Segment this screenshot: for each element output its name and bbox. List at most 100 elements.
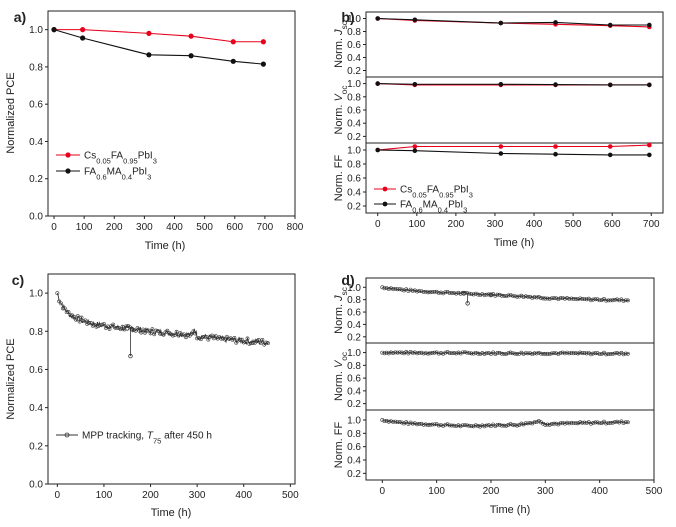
data-point <box>536 295 541 299</box>
data-point <box>506 422 511 427</box>
data-point <box>523 421 528 426</box>
data-point <box>495 422 500 427</box>
data-point <box>208 334 213 339</box>
data-point <box>144 329 149 333</box>
data-point <box>552 296 556 301</box>
plot-frame <box>47 273 296 485</box>
data-point <box>206 337 211 342</box>
data-point <box>612 297 617 302</box>
data-point <box>476 351 480 356</box>
y-tick-label: 0.8 <box>347 27 361 38</box>
data-point <box>232 335 237 340</box>
x-axis-label: Time (h) <box>151 507 192 519</box>
data-point <box>452 423 456 428</box>
y-tick-label: 1.0 <box>347 146 361 157</box>
data-point <box>174 329 179 334</box>
data-point <box>610 352 615 356</box>
data-point <box>530 295 535 300</box>
data-point <box>610 420 615 425</box>
data-point <box>473 291 478 296</box>
data-point <box>488 292 494 297</box>
data-point <box>380 285 385 290</box>
data-point <box>545 351 550 356</box>
x-tick-label: 600 <box>604 219 621 230</box>
y-axis-label: Norm. Voc <box>333 352 349 401</box>
data-point <box>523 294 528 299</box>
series-line <box>377 144 650 151</box>
data-point <box>573 421 578 425</box>
legend-label: FA0.6MA0.4PbI3 <box>84 167 151 182</box>
x-tick-label: 0 <box>51 222 57 233</box>
data-point <box>449 423 454 428</box>
data-point <box>204 335 209 339</box>
legend-label: Cs0.05FA0.95PbI3 <box>400 185 473 200</box>
data-point <box>471 292 476 297</box>
y-tick-label: 0.8 <box>347 160 361 171</box>
data-point <box>382 286 387 291</box>
data-point <box>589 421 593 426</box>
data-point <box>569 350 574 355</box>
y-tick-label: 0.6 <box>347 442 361 453</box>
data-point <box>188 53 194 59</box>
data-point <box>476 424 480 429</box>
y-tick-label: 0.6 <box>29 365 43 376</box>
data-point <box>96 324 101 329</box>
x-tick-label: 700 <box>643 219 660 230</box>
data-point <box>576 297 580 302</box>
data-point <box>120 324 125 329</box>
data-point <box>432 289 437 294</box>
data-point <box>428 422 433 427</box>
data-point <box>504 294 509 299</box>
data-point <box>536 350 541 355</box>
data-point <box>234 340 239 345</box>
data-point <box>541 352 546 356</box>
data-point <box>482 293 487 298</box>
data-point <box>124 324 129 329</box>
data-point <box>582 351 587 355</box>
data-point <box>484 292 489 297</box>
data-point <box>410 288 415 293</box>
data-point <box>589 298 593 303</box>
data-point <box>469 424 474 429</box>
data-point <box>126 324 131 328</box>
legend-marker <box>65 152 71 158</box>
data-point <box>484 351 489 356</box>
data-point <box>612 351 617 356</box>
data-point <box>573 351 578 356</box>
data-point <box>439 290 443 295</box>
data-point <box>393 350 398 355</box>
data-point <box>623 351 628 356</box>
y-tick-label: 0.2 <box>347 202 361 213</box>
legend-marker <box>64 432 70 438</box>
data-point <box>88 321 93 325</box>
data-point <box>467 291 472 296</box>
data-point <box>148 331 153 336</box>
x-tick-label: 500 <box>565 219 582 230</box>
data-point <box>419 350 424 355</box>
data-point <box>386 287 391 291</box>
data-point <box>423 351 428 356</box>
data-point <box>80 35 86 41</box>
data-point <box>197 336 201 340</box>
data-point <box>380 418 385 422</box>
data-point <box>498 151 504 156</box>
data-point <box>441 291 446 296</box>
data-point <box>393 286 398 291</box>
data-point <box>182 332 186 337</box>
x-tick-label: 700 <box>257 222 274 233</box>
data-point <box>170 333 175 338</box>
data-point <box>436 291 441 295</box>
x-tick-label: 200 <box>483 486 500 497</box>
data-point <box>647 82 652 88</box>
y-tick-label: 0.4 <box>29 137 43 148</box>
data-point <box>419 421 424 426</box>
data-point <box>266 341 270 346</box>
y-tick-label: 1.0 <box>347 283 361 294</box>
data-point <box>389 286 393 291</box>
data-point <box>146 328 151 333</box>
data-point <box>547 352 552 357</box>
data-point <box>461 291 467 296</box>
x-tick-label: 500 <box>646 486 663 497</box>
x-axis-label: Time (h) <box>490 504 531 516</box>
x-tick-label: 400 <box>526 219 543 230</box>
